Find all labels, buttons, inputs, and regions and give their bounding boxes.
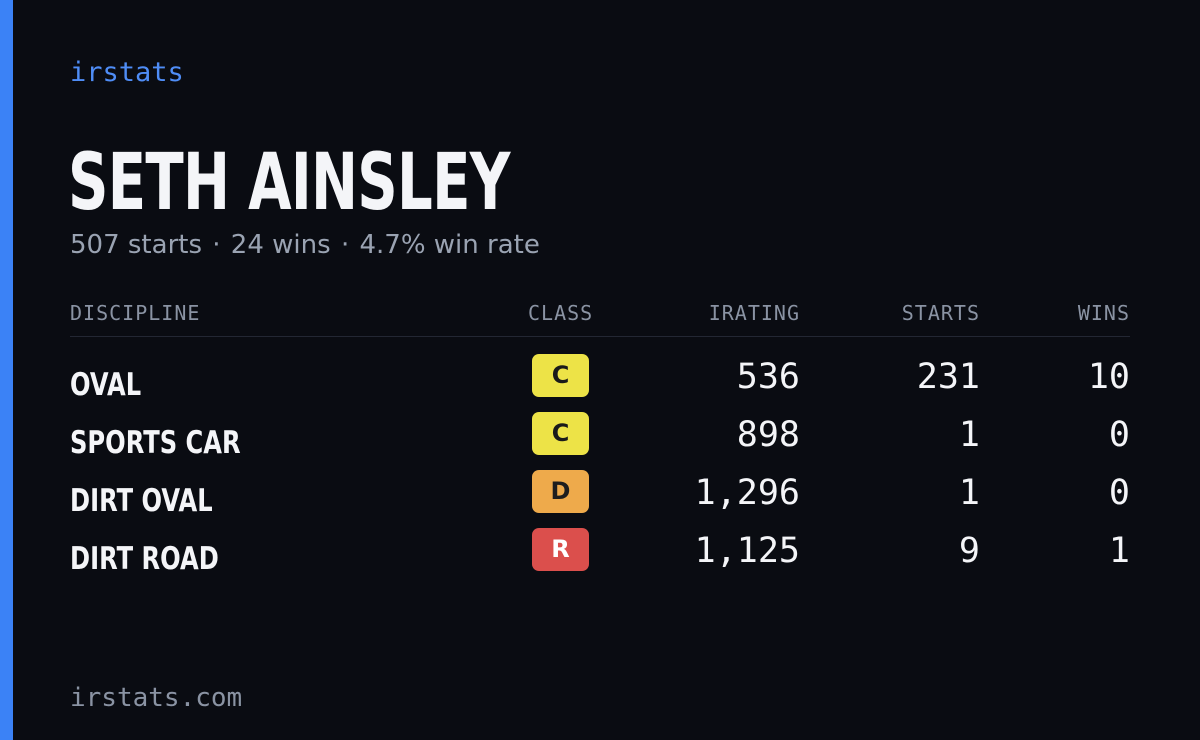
table-row: DIRT OVAL D 1,296 1 0 <box>70 469 1130 527</box>
starts-value: 1 <box>958 415 980 455</box>
class-badge: C <box>532 354 589 397</box>
summary-starts: 507 starts <box>70 230 202 260</box>
table-row: SPORTS CAR C 898 1 0 <box>70 411 1130 469</box>
starts-value: 1 <box>958 473 980 513</box>
brand-logo: irstats <box>70 57 184 88</box>
table-header: DISCIPLINE CLASS IRATING STARTS WINS <box>70 296 1130 337</box>
license-table: DISCIPLINE CLASS IRATING STARTS WINS OVA… <box>70 296 1130 585</box>
starts-value: 231 <box>916 357 980 397</box>
header-irating: IRATING <box>708 301 800 325</box>
header-class: CLASS <box>528 301 594 325</box>
class-badge: C <box>532 412 589 455</box>
wins-value: 1 <box>1108 531 1130 571</box>
irating-value: 536 <box>736 357 800 397</box>
wins-value: 10 <box>1087 357 1130 397</box>
discipline-name: DIRT ROAD <box>70 541 219 577</box>
class-badge: R <box>532 528 589 571</box>
discipline-name: DIRT OVAL <box>70 483 213 519</box>
class-badge: D <box>532 470 589 513</box>
irating-value: 1,125 <box>694 531 800 571</box>
accent-bar <box>0 0 13 740</box>
table-row: OVAL C 536 231 10 <box>70 353 1130 411</box>
starts-value: 9 <box>958 531 980 571</box>
table-row: DIRT ROAD R 1,125 9 1 <box>70 527 1130 585</box>
header-wins: WINS <box>1077 301 1130 325</box>
irating-value: 1,296 <box>694 473 800 513</box>
summary-wins: 24 wins <box>230 230 331 260</box>
wins-value: 0 <box>1108 415 1130 455</box>
header-discipline: DISCIPLINE <box>70 301 201 325</box>
discipline-name: OVAL <box>70 367 142 403</box>
header-starts: STARTS <box>901 301 980 325</box>
wins-value: 0 <box>1108 473 1130 513</box>
summary-separator: · <box>340 230 350 260</box>
summary-separator: · <box>212 230 221 260</box>
player-name: SETH AINSLEY <box>68 138 510 228</box>
player-summary: 507 starts · 24 wins · 4.7% win rate <box>70 227 540 263</box>
footer-url: irstats.com <box>70 683 243 713</box>
discipline-name: SPORTS CAR <box>70 425 241 461</box>
summary-win-rate: 4.7% win rate <box>359 230 540 260</box>
irating-value: 898 <box>736 415 800 455</box>
table-body: OVAL C 536 231 10 SPORTS CAR C 898 1 0 D… <box>70 353 1130 585</box>
